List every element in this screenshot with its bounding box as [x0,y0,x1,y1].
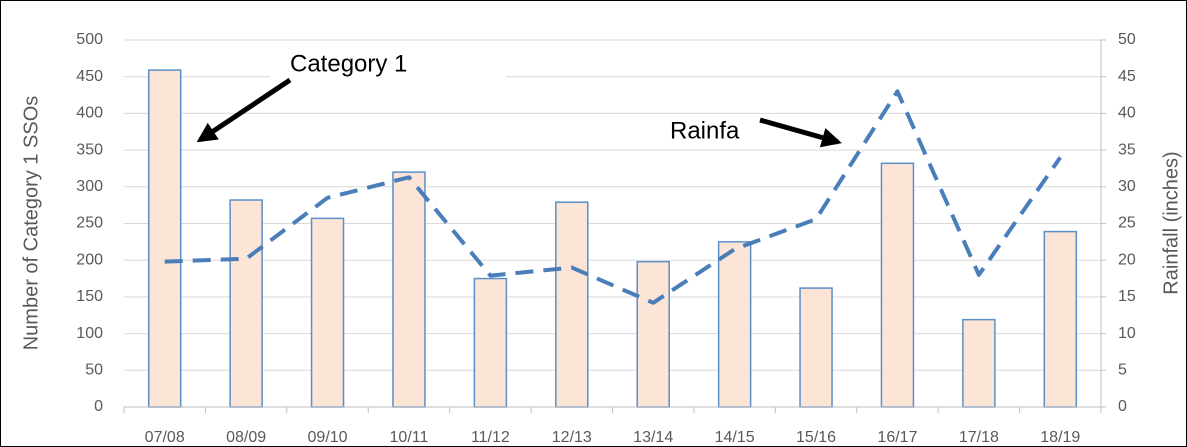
y2-tick-label: 45 [1118,68,1136,85]
y-tick-label: 400 [76,105,103,122]
x-tick-label: 10/11 [390,429,429,446]
bar [310,217,345,408]
bar [636,260,670,408]
annotation-box [270,42,506,82]
bar [962,318,996,408]
y-tick-label: 0 [94,398,103,415]
y-tick-label: 500 [76,31,103,48]
bar [473,277,508,408]
y-tick-label: 350 [76,141,103,158]
annotation: Rainfa [670,117,740,144]
line [164,89,1062,305]
bar [147,69,182,408]
x-tick-label: 18/19 [1040,429,1080,446]
bar [880,162,915,408]
x-tick-label: 17/18 [959,429,999,446]
x-tick-label: 14/15 [715,429,755,446]
x-tick-label: 11/12 [471,429,510,446]
y2-tick-label: 15 [1118,288,1136,305]
arrow [759,117,842,148]
y-axis-title: Number of Category 1 SSOs [20,96,42,351]
y-tick-label: 200 [76,251,103,268]
y-tick-label: 300 [76,178,103,195]
bar [799,287,833,408]
y2-tick-label: 35 [1118,141,1136,158]
y2-tick-label: 25 [1118,215,1136,232]
bar [1043,230,1078,408]
bar [717,241,752,408]
x-tick-label: 08/09 [226,429,266,446]
arrow [196,77,292,143]
x-tick-label: 12/13 [552,429,592,446]
annotation: Category 1 [290,50,407,77]
y2-tick-label: 20 [1118,251,1136,268]
y-tick-label: 450 [76,68,103,85]
x-tick-label: 13/14 [633,429,673,446]
y2-tick-label: 30 [1118,178,1136,195]
y2-axis-title: Rainfall (inches) [1160,151,1182,294]
y2-tick-label: 5 [1118,362,1127,379]
x-tick-label: 16/17 [877,429,917,446]
y-tick-label: 50 [85,362,103,379]
bar [392,171,426,408]
x-tick-label: 09/10 [308,429,348,446]
y-tick-label: 150 [76,288,103,305]
bar [229,199,263,408]
y2-tick-label: 40 [1118,105,1136,122]
x-tick-label: 15/16 [796,429,836,446]
x-tick-label: 07/08 [145,429,185,446]
bar [555,201,589,408]
y2-tick-label: 10 [1118,325,1136,342]
y2-tick-label: 50 [1118,31,1136,48]
y2-tick-label: 0 [1118,398,1127,415]
y-tick-label: 100 [76,325,103,342]
y-tick-label: 250 [76,215,103,232]
